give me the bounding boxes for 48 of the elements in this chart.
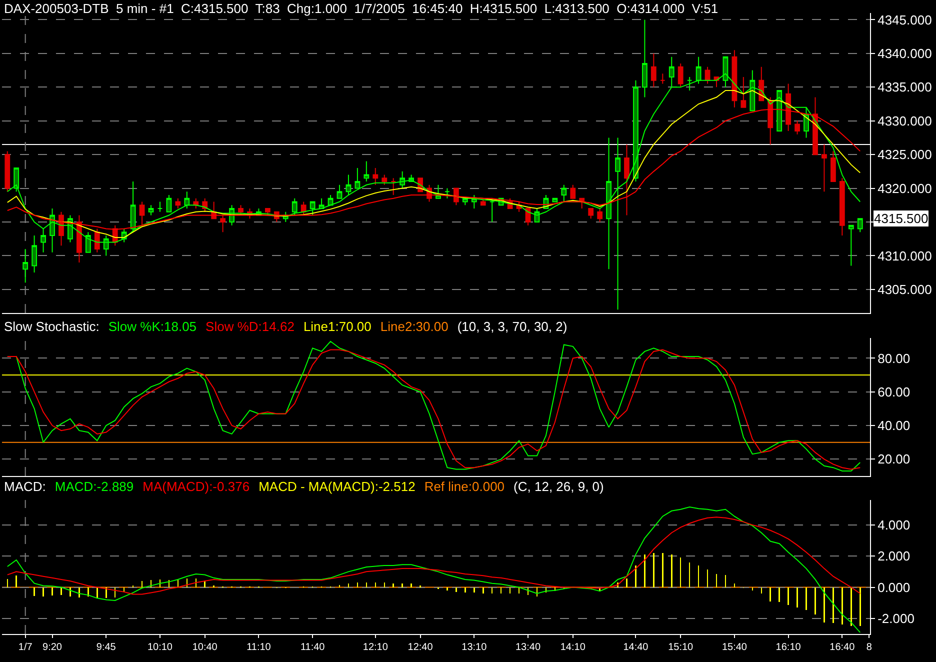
x-tick-label: 10:40	[192, 642, 218, 653]
chart-title: DAX-200503-DTB 5 min - #1 C:4315.500 T:83 Chg:1.000 1/7/2005 16:45:40 H:4315.500 L:4313.500 O:4314.000 V:51	[4, 1, 718, 16]
x-tick-label: 14:10	[560, 642, 586, 653]
y-tick-label: 4330.000	[878, 113, 932, 128]
x-tick-label: 16:40	[830, 642, 856, 653]
y-tick-label: -2.000	[878, 610, 914, 626]
y-tick-label: 0.000	[878, 580, 910, 595]
x-tick-label: 15:40	[722, 642, 748, 653]
x-tick-label: 11:10	[246, 642, 272, 653]
x-tick-label: 11:40	[300, 642, 326, 653]
ref-line-label: Line2:30.00	[380, 319, 448, 334]
x-tick-label: 12:40	[408, 642, 434, 653]
x-tick-label: 12:10	[362, 642, 388, 653]
y-tick-label: 4305.000	[878, 282, 932, 297]
ref-line-label: Line1:70.00	[303, 319, 372, 334]
x-tick-label: 16:10	[776, 642, 802, 653]
text: 4315.500	[874, 211, 928, 226]
x-tick-label: 8	[866, 642, 872, 653]
y-tick-label: 4320.000	[878, 180, 932, 196]
x-tick-label: 15:10	[668, 642, 694, 653]
y-tick-label: 4340.000	[878, 46, 932, 61]
text: (10, 3, 3, 70, 30, 2)	[457, 319, 568, 334]
chart-title: MACD:	[4, 479, 46, 494]
text: MACD:-2.889	[54, 479, 134, 494]
y-tick-label: 4335.000	[878, 80, 932, 95]
text: Slow %D:14.62	[206, 319, 294, 334]
y-tick-label: 4345.000	[878, 12, 932, 28]
x-tick-label: 13:10	[462, 642, 488, 653]
y-tick-label: 2.000	[878, 548, 910, 564]
y-tick-label: 40.00	[878, 418, 910, 434]
text: MA(MACD):-0.376	[142, 479, 250, 494]
chart-title: Slow Stochastic:	[4, 319, 100, 334]
y-tick-label: 60.00	[878, 384, 910, 400]
y-tick-label: 4.000	[878, 517, 910, 532]
x-tick-label: 9:20	[42, 642, 62, 653]
text: Slow %K:18.05	[108, 319, 197, 334]
x-tick-label: 1/7	[18, 642, 33, 653]
y-tick-label: 4310.000	[878, 248, 932, 264]
y-tick-label: 80.00	[878, 350, 910, 366]
y-tick-label: 4325.000	[878, 147, 932, 162]
x-tick-label: 14:40	[623, 642, 649, 653]
text: (C, 12, 26, 9, 0)	[514, 479, 604, 494]
x-tick-label: 13:40	[515, 642, 541, 653]
ref-line-label: Ref line:0.000	[424, 479, 505, 494]
x-tick-label: 9:45	[96, 642, 116, 653]
text: MACD - MA(MACD):-2.512	[258, 479, 416, 494]
y-tick-label: 20.00	[878, 452, 910, 467]
x-tick-label: 10:10	[147, 642, 173, 653]
